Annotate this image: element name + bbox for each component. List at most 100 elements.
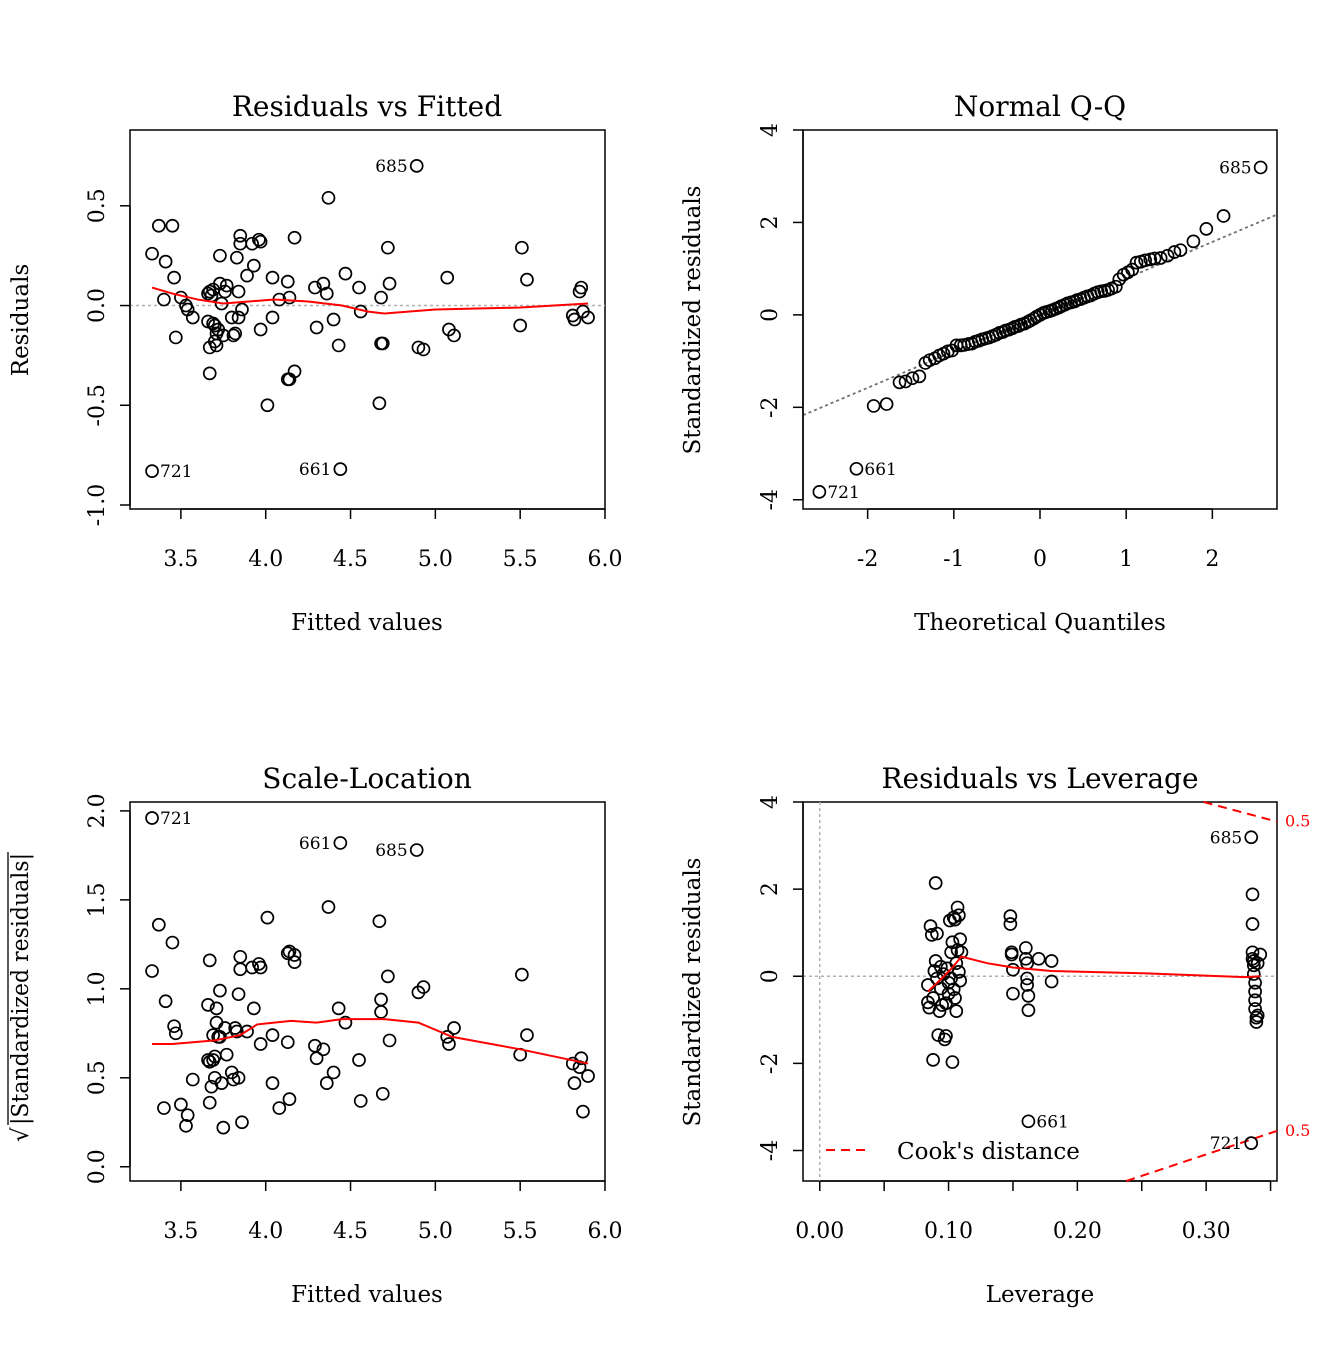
plot-area: 3.5 4.0 4.5 5.0 5.5 6.0 0.0 0.5 1.0 1.5 2.0 721 661 6…: [85, 793, 623, 1244]
data-point: [520, 272, 534, 287]
data-point: [1003, 917, 1018, 931]
data-point: [287, 955, 302, 969]
data-point: [331, 338, 346, 353]
data-point: [1004, 947, 1019, 962]
data-point: [331, 1001, 346, 1016]
data-point: [230, 250, 244, 265]
data-point: [253, 960, 268, 975]
data-point: [168, 1026, 183, 1041]
y-tick-label: -0.5: [85, 384, 110, 426]
data-point: [933, 959, 948, 974]
data-point: [235, 302, 249, 317]
x-tick-label: 0.10: [924, 1219, 973, 1244]
data-point: [930, 926, 944, 941]
data-point: [352, 280, 366, 295]
data-point: [157, 292, 171, 307]
y-tick-label: -1.0: [85, 484, 110, 526]
data-point: [1248, 993, 1262, 1008]
data-point: [231, 987, 246, 1002]
data-point: [207, 318, 222, 333]
data-point: [145, 246, 159, 261]
x-tick-label: 4.5: [333, 547, 368, 572]
data-point: [260, 398, 275, 413]
point-label: 661: [299, 460, 331, 480]
data-point: [165, 935, 180, 950]
data-point: [321, 190, 336, 205]
x-axis-label: Fitted values: [291, 1282, 443, 1308]
data-point: [372, 914, 387, 929]
x-tick-label: 2: [1205, 547, 1219, 572]
data-point: [218, 284, 232, 299]
data-point: [576, 1104, 590, 1119]
data-point: [287, 948, 302, 962]
data-point: [375, 336, 390, 351]
y-tick-label: -2: [758, 397, 783, 418]
data-point: [280, 946, 295, 961]
data-point: [1160, 248, 1175, 263]
legend-cooks-distance-label: Cook's distance: [897, 1139, 1080, 1165]
smooth-trend-line: [151, 286, 589, 315]
x-tick-label: 0.00: [795, 1219, 844, 1244]
data-point: [948, 991, 962, 1005]
data-point: [233, 228, 248, 243]
point-label: 685: [1210, 828, 1242, 848]
data-point: [151, 917, 166, 932]
data-point: [338, 266, 353, 281]
data-point: [1020, 971, 1034, 986]
data-point: [952, 965, 966, 979]
data-point: [374, 992, 388, 1007]
x-tick-label: 0.30: [1182, 1219, 1231, 1244]
data-point: [282, 290, 297, 305]
data-point: [440, 270, 455, 285]
data-point: [1044, 974, 1059, 989]
data-point: [374, 290, 388, 305]
data-point: [230, 1024, 244, 1039]
y-axis-label-text: |Standardized residuals|: [8, 853, 34, 1125]
data-point: [905, 371, 920, 386]
data-point: [167, 270, 181, 285]
data-point: [866, 399, 881, 413]
x-tick-label: 4.0: [248, 1219, 283, 1244]
data-point: [382, 1033, 397, 1048]
data-point: [1245, 917, 1260, 931]
data-point: [282, 1092, 297, 1107]
data-point: [952, 908, 966, 923]
data-point: [202, 953, 217, 968]
x-axis-label: Leverage: [986, 1282, 1095, 1308]
data-point: [381, 969, 395, 984]
panel-normal-qq: Normal Q-Q Theoretical Quantiles Standar…: [680, 90, 1278, 636]
x-tick-label: 3.5: [163, 547, 198, 572]
data-point: [231, 1070, 246, 1085]
data-point: [1021, 1003, 1036, 1018]
data-point: [581, 310, 595, 325]
data-point: [1186, 234, 1201, 249]
y-axis-label-radical: √: [8, 1127, 34, 1142]
point-label: 661: [299, 834, 331, 854]
data-point: [260, 910, 275, 925]
point-label: 685: [1219, 158, 1251, 178]
data-point: [581, 1069, 595, 1083]
point-label: 721: [160, 809, 192, 829]
data-point: [1044, 954, 1059, 968]
data-point: [1173, 243, 1188, 258]
data-point: [812, 485, 827, 499]
data-point: [567, 1076, 582, 1090]
data-point: [280, 1035, 295, 1050]
data-point: [145, 964, 159, 978]
data-point: [879, 397, 894, 411]
data-point: [849, 461, 864, 476]
data-point: [1248, 984, 1262, 999]
data-point: [179, 1118, 193, 1133]
data-point: [185, 1072, 200, 1087]
data-point: [1167, 245, 1182, 259]
data-point: [374, 1005, 388, 1019]
data-point: [246, 1001, 261, 1016]
data-point: [265, 1076, 280, 1090]
data-point: [309, 320, 324, 335]
data-point: [165, 218, 180, 233]
data-point: [515, 967, 529, 982]
data-point: [245, 236, 259, 251]
x-tick-label: 3.5: [163, 1219, 198, 1244]
chart-title: Residuals vs Leverage: [881, 762, 1198, 795]
data-point: [157, 1101, 171, 1115]
